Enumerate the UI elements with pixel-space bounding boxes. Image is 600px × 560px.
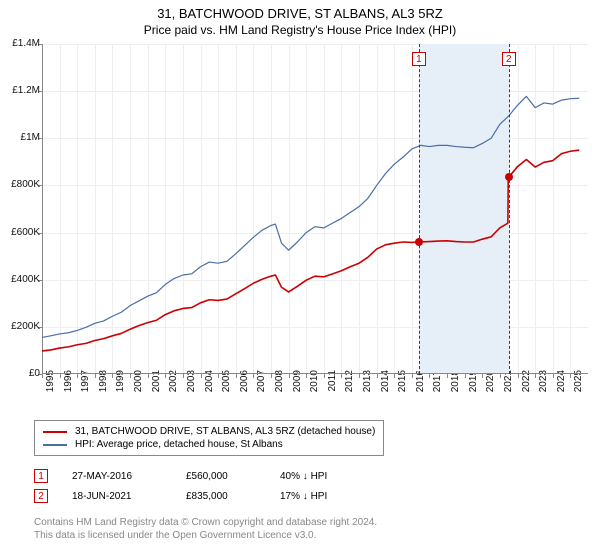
event-table: 1 27-MAY-2016 £560,000 40% ↓ HPI 2 18-JU… (34, 466, 327, 506)
x-axis-label: 2007 (256, 370, 267, 410)
x-axis-label: 1999 (115, 370, 126, 410)
x-axis-label: 2022 (521, 370, 532, 410)
legend-label: 31, BATCHWOOD DRIVE, ST ALBANS, AL3 5RZ … (75, 426, 375, 437)
event-date: 27-MAY-2016 (72, 471, 162, 482)
x-axis-label: 2002 (168, 370, 179, 410)
y-axis-label: £800K (0, 179, 40, 190)
legend-item: HPI: Average price, detached house, St A… (43, 438, 375, 451)
legend-swatch-icon (43, 444, 67, 446)
legend-item: 31, BATCHWOOD DRIVE, ST ALBANS, AL3 5RZ … (43, 425, 375, 438)
x-axis-label: 1996 (63, 370, 74, 410)
footer-line: This data is licensed under the Open Gov… (34, 529, 377, 542)
x-axis-label: 2015 (397, 370, 408, 410)
x-axis-label: 2005 (221, 370, 232, 410)
event-price: £835,000 (186, 491, 256, 502)
x-axis-label: 2019 (468, 370, 479, 410)
event-delta: 40% ↓ HPI (280, 471, 327, 482)
legend-swatch-icon (43, 431, 67, 433)
x-axis-label: 2009 (292, 370, 303, 410)
legend: 31, BATCHWOOD DRIVE, ST ALBANS, AL3 5RZ … (34, 420, 384, 456)
data-point-icon (415, 238, 423, 246)
x-axis-label: 2003 (186, 370, 197, 410)
chart-title: 31, BATCHWOOD DRIVE, ST ALBANS, AL3 5RZ (0, 0, 600, 21)
marker-chip: 1 (412, 52, 426, 66)
x-axis-label: 2012 (344, 370, 355, 410)
x-axis-label: 2006 (239, 370, 250, 410)
x-axis-label: 2023 (538, 370, 549, 410)
x-axis-label: 2004 (204, 370, 215, 410)
data-point-icon (505, 173, 513, 181)
y-axis-label: £1.4M (0, 38, 40, 49)
x-axis-label: 2000 (133, 370, 144, 410)
event-row: 2 18-JUN-2021 £835,000 17% ↓ HPI (34, 486, 327, 506)
event-marker-icon: 2 (34, 489, 48, 503)
x-axis-label: 2008 (274, 370, 285, 410)
x-axis-label: 2013 (362, 370, 373, 410)
x-axis-label: 2024 (556, 370, 567, 410)
x-axis-label: 2011 (327, 370, 338, 410)
x-axis-label: 2010 (309, 370, 320, 410)
footer-attribution: Contains HM Land Registry data © Crown c… (34, 516, 377, 542)
x-axis-label: 1995 (45, 370, 56, 410)
x-axis-label: 2021 (503, 370, 514, 410)
event-date: 18-JUN-2021 (72, 491, 162, 502)
y-axis-label: £400K (0, 274, 40, 285)
y-axis-label: £0 (0, 368, 40, 379)
x-axis-label: 2020 (485, 370, 496, 410)
event-row: 1 27-MAY-2016 £560,000 40% ↓ HPI (34, 466, 327, 486)
x-axis-label: 2001 (151, 370, 162, 410)
chart-lines (42, 44, 588, 374)
legend-label: HPI: Average price, detached house, St A… (75, 439, 283, 450)
x-axis-label: 1997 (80, 370, 91, 410)
y-axis-label: £1M (0, 132, 40, 143)
x-axis-label: 2014 (380, 370, 391, 410)
event-price: £560,000 (186, 471, 256, 482)
x-axis-label: 2025 (573, 370, 584, 410)
y-axis-label: £1.2M (0, 85, 40, 96)
x-axis-label: 1998 (98, 370, 109, 410)
marker-chip: 2 (502, 52, 516, 66)
y-axis-label: £200K (0, 321, 40, 332)
y-axis-label: £600K (0, 227, 40, 238)
x-axis-label: 2017 (432, 370, 443, 410)
x-axis-label: 2018 (450, 370, 461, 410)
event-delta: 17% ↓ HPI (280, 491, 327, 502)
event-marker-icon: 1 (34, 469, 48, 483)
x-axis-label: 2016 (415, 370, 426, 410)
footer-line: Contains HM Land Registry data © Crown c… (34, 516, 377, 529)
chart-subtitle: Price paid vs. HM Land Registry's House … (0, 21, 600, 41)
